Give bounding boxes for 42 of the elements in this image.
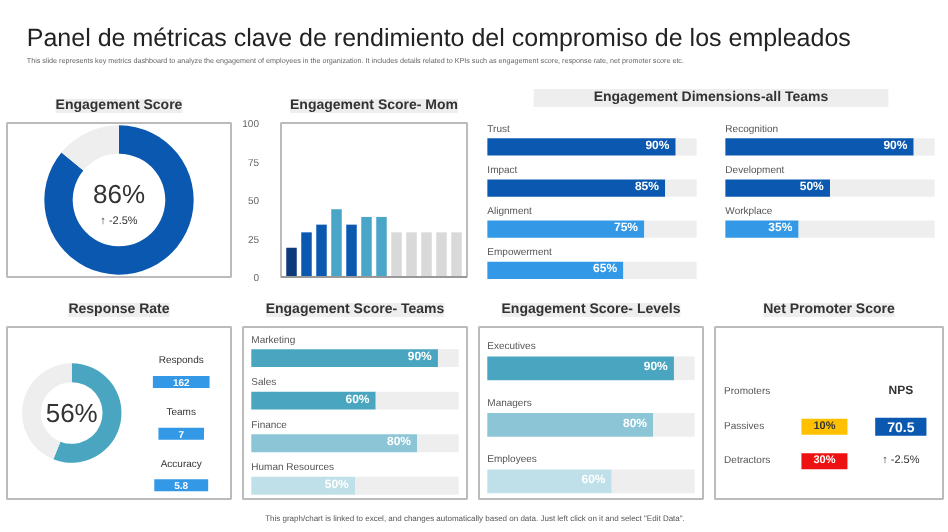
bar — [644, 220, 697, 238]
bar — [653, 413, 695, 437]
bar — [301, 232, 312, 277]
bar — [830, 179, 935, 197]
bar — [725, 138, 914, 156]
bar — [346, 224, 357, 277]
bar — [437, 349, 459, 368]
text: Panel de métricas clave de rendimiento del compromiso de los empleados — [26, 24, 851, 53]
bar — [623, 261, 697, 279]
bar — [487, 356, 674, 381]
bar — [251, 349, 438, 368]
bar — [665, 179, 697, 197]
bar — [361, 216, 372, 277]
bar — [673, 356, 695, 381]
bar — [436, 232, 447, 277]
bar — [798, 220, 935, 238]
bar — [913, 138, 935, 156]
bar — [451, 232, 462, 277]
bar — [421, 232, 432, 277]
bar — [487, 179, 666, 197]
bar — [375, 391, 459, 410]
bar — [675, 138, 697, 156]
bar — [331, 209, 342, 277]
bar — [406, 232, 417, 277]
bar — [391, 232, 402, 277]
bar — [251, 391, 376, 410]
bar — [487, 261, 624, 279]
bar — [611, 469, 695, 494]
bar — [487, 413, 654, 437]
bar — [417, 434, 459, 453]
text: 56% — [45, 398, 99, 428]
bar — [487, 220, 645, 238]
bar — [316, 224, 327, 277]
bar — [487, 138, 676, 156]
bar — [355, 476, 459, 495]
bar — [487, 469, 612, 494]
text: 86% — [92, 178, 146, 209]
bar — [251, 434, 418, 453]
bar — [251, 476, 355, 495]
bar — [286, 247, 297, 277]
bar — [376, 216, 387, 277]
bar — [725, 179, 830, 197]
